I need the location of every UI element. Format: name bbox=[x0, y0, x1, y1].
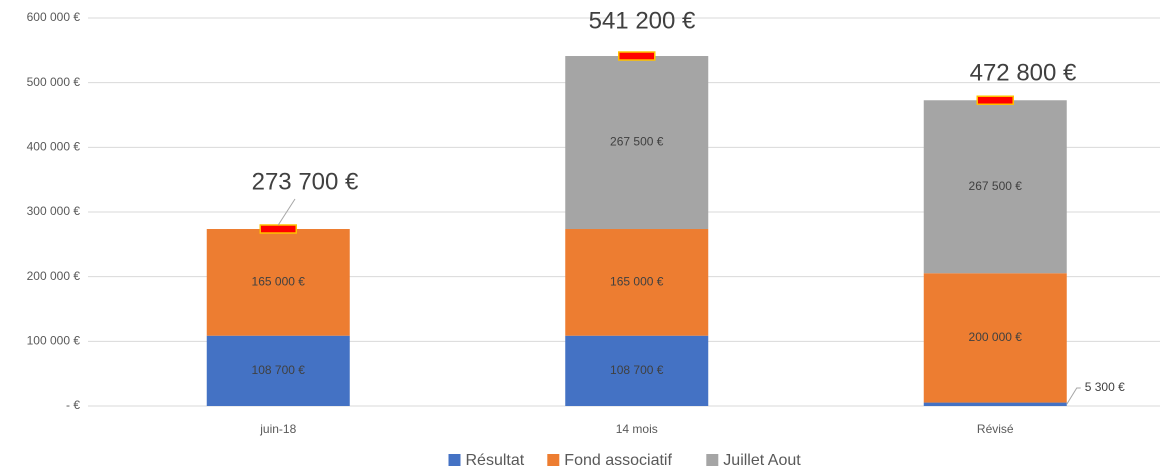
x-tick-label: Révisé bbox=[977, 422, 1014, 436]
legend-label: Fond associatif bbox=[564, 452, 672, 469]
legend-swatch bbox=[706, 454, 719, 466]
total-marker bbox=[976, 95, 1014, 106]
bar-segment bbox=[923, 402, 1067, 406]
legend-label: Juillet Aout bbox=[723, 452, 801, 469]
y-tick-label: 300 000 € bbox=[27, 204, 81, 218]
value-label: 108 700 € bbox=[610, 363, 664, 377]
value-label: 200 000 € bbox=[969, 330, 1023, 344]
legend-swatch bbox=[448, 454, 461, 466]
total-label: 472 800 € bbox=[970, 59, 1077, 86]
total-label: 541 200 € bbox=[589, 7, 696, 34]
bar-segment bbox=[206, 335, 350, 406]
value-label: 165 000 € bbox=[252, 275, 306, 289]
value-label: 108 700 € bbox=[252, 363, 306, 377]
bar-segment bbox=[206, 229, 350, 336]
y-tick-label: 600 000 € bbox=[27, 10, 81, 24]
leader-line bbox=[1066, 387, 1081, 405]
y-tick-label: - € bbox=[66, 398, 80, 412]
bar-segment bbox=[565, 335, 709, 406]
total-marker bbox=[259, 224, 297, 234]
y-tick-label: 500 000 € bbox=[27, 75, 81, 89]
value-label: 267 500 € bbox=[969, 179, 1023, 193]
bar-segment bbox=[923, 100, 1067, 274]
total-marker bbox=[618, 51, 656, 61]
y-tick-label: 200 000 € bbox=[27, 269, 81, 283]
value-label: 5 300 € bbox=[1085, 380, 1125, 394]
leader-line bbox=[277, 198, 296, 226]
x-tick-label: juin-18 bbox=[259, 422, 296, 436]
value-label: 267 500 € bbox=[610, 135, 664, 149]
bar-segment bbox=[565, 229, 709, 336]
x-tick-label: 14 mois bbox=[616, 422, 658, 436]
bar-segment bbox=[923, 273, 1067, 403]
value-label: 165 000 € bbox=[610, 275, 664, 289]
bar-segment bbox=[565, 56, 709, 230]
y-tick-label: 100 000 € bbox=[27, 334, 81, 348]
legend-swatch bbox=[547, 454, 560, 466]
y-tick-label: 400 000 € bbox=[27, 140, 81, 154]
legend-label: Résultat bbox=[466, 452, 525, 469]
total-label: 273 700 € bbox=[252, 168, 359, 195]
